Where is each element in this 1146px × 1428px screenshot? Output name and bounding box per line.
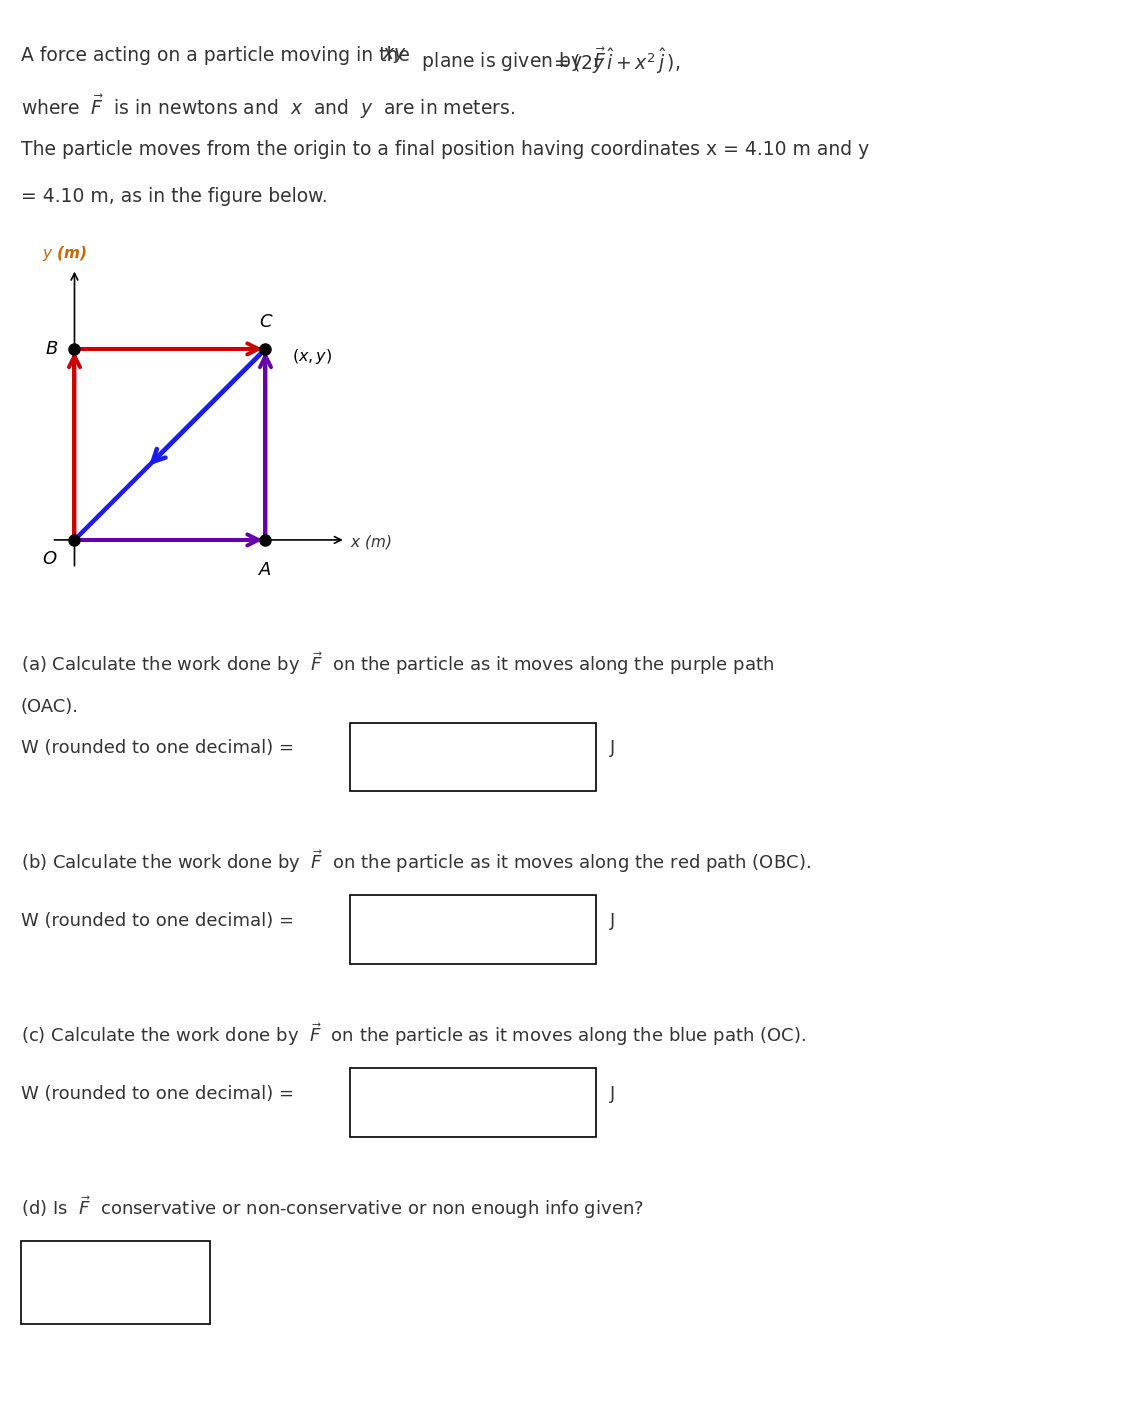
Text: J: J xyxy=(610,740,615,757)
Text: (b) Calculate the work done by  $\vec{F}$  on the particle as it moves along the: (b) Calculate the work done by $\vec{F}$… xyxy=(21,848,810,875)
Text: $\mathit{xy}$: $\mathit{xy}$ xyxy=(382,46,407,64)
Bar xyxy=(350,1068,596,1137)
Text: $y$ (m): $y$ (m) xyxy=(42,244,87,263)
Text: (a) Calculate the work done by  $\vec{F}$  on the particle as it moves along the: (a) Calculate the work done by $\vec{F}$… xyxy=(21,650,774,677)
Text: A force acting on a particle moving in the: A force acting on a particle moving in t… xyxy=(21,46,416,64)
Text: $= (2y\,\hat{i} + x^2\,\hat{j}\,)$,: $= (2y\,\hat{i} + x^2\,\hat{j}\,)$, xyxy=(544,46,681,76)
Text: J: J xyxy=(610,912,615,930)
Text: A: A xyxy=(259,561,272,580)
Text: = 4.10 m, as in the figure below.: = 4.10 m, as in the figure below. xyxy=(21,187,328,206)
Text: J: J xyxy=(610,1085,615,1102)
Text: $x$ (m): $x$ (m) xyxy=(350,533,391,551)
Bar xyxy=(350,723,596,791)
Text: where  $\vec{F}$  is in newtons and  $\mathit{x}$  and  $\mathit{y}$  are in met: where $\vec{F}$ is in newtons and $\math… xyxy=(21,93,515,121)
Bar xyxy=(350,895,596,964)
Text: B: B xyxy=(46,340,57,358)
Bar xyxy=(21,1241,210,1324)
Text: O: O xyxy=(42,550,56,568)
Text: $(x, y)$: $(x, y)$ xyxy=(292,347,332,366)
Text: (c) Calculate the work done by  $\vec{F}$  on the particle as it moves along the: (c) Calculate the work done by $\vec{F}$… xyxy=(21,1021,806,1048)
Text: plane is given by  $\vec{F}$: plane is given by $\vec{F}$ xyxy=(416,46,606,74)
Text: W (rounded to one decimal) =: W (rounded to one decimal) = xyxy=(21,912,293,930)
Text: The particle moves from the origin to a final position having coordinates x = 4.: The particle moves from the origin to a … xyxy=(21,140,869,159)
Text: C: C xyxy=(259,313,272,331)
Text: (d) Is  $\vec{F}$  conservative or non-conservative or non enough info given?: (d) Is $\vec{F}$ conservative or non-con… xyxy=(21,1194,643,1221)
Text: (OAC).: (OAC). xyxy=(21,698,79,717)
Text: W (rounded to one decimal) =: W (rounded to one decimal) = xyxy=(21,740,293,757)
Text: W (rounded to one decimal) =: W (rounded to one decimal) = xyxy=(21,1085,293,1102)
